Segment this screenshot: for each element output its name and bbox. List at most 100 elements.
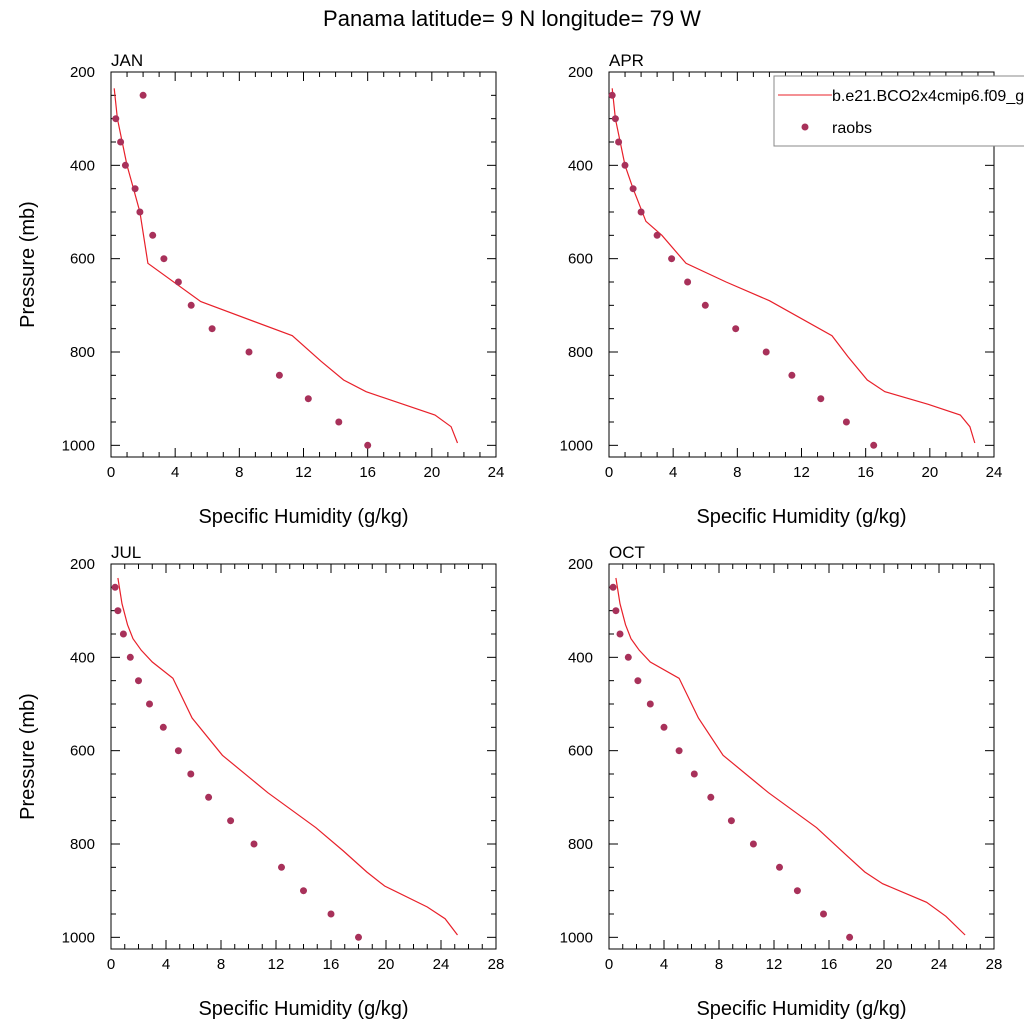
x-tick-label: 16 xyxy=(359,464,376,481)
raobs-point xyxy=(690,770,698,778)
raobs-point xyxy=(126,653,134,661)
raobs-point xyxy=(707,793,715,801)
x-tick-label: 20 xyxy=(921,464,938,481)
x-tick-label: 12 xyxy=(268,956,285,973)
raobs-point xyxy=(278,863,285,871)
x-tick-label: 12 xyxy=(793,464,810,481)
y-tick-label: 1000 xyxy=(62,437,95,454)
y-tick-label: 200 xyxy=(70,556,95,573)
raobs-point xyxy=(611,115,619,123)
panel-label-apr: APR xyxy=(609,51,644,70)
x-tick-label: 24 xyxy=(931,956,948,973)
legend-obs-label: raobs xyxy=(832,120,872,137)
raobs-point xyxy=(119,630,127,638)
y-tick-label: 800 xyxy=(568,836,593,853)
raobs-point xyxy=(117,138,125,146)
raobs-point xyxy=(616,630,624,638)
raobs-point xyxy=(187,301,195,309)
x-tick-label: 8 xyxy=(715,956,723,973)
raobs-point xyxy=(653,231,661,239)
raobs-point xyxy=(634,677,642,685)
y-tick-label: 800 xyxy=(70,836,95,853)
y-tick-label: 1000 xyxy=(62,929,95,946)
panel-label-jul: JUL xyxy=(111,543,141,562)
raobs-point xyxy=(870,441,878,449)
y-tick-label: 800 xyxy=(568,344,593,361)
x-axis-title: Specific Humidity (g/kg) xyxy=(696,506,906,528)
x-tick-label: 20 xyxy=(876,956,893,973)
legend-box xyxy=(773,75,1024,147)
raobs-point xyxy=(608,91,616,99)
x-tick-label: 16 xyxy=(821,956,838,973)
y-tick-label: 600 xyxy=(568,251,593,268)
y-tick-label: 200 xyxy=(568,64,593,81)
raobs-point xyxy=(668,255,676,263)
raobs-point xyxy=(364,441,372,449)
raobs-point xyxy=(776,863,783,871)
x-tick-label: 8 xyxy=(217,956,225,973)
raobs-point xyxy=(136,208,144,216)
y-tick-label: 400 xyxy=(70,649,95,666)
y-tick-label: 1000 xyxy=(560,929,593,946)
raobs-point xyxy=(621,161,629,169)
x-tick-label: 4 xyxy=(171,464,179,481)
x-tick-label: 12 xyxy=(295,464,312,481)
raobs-point xyxy=(637,208,645,216)
raobs-point xyxy=(227,817,235,825)
raobs-point xyxy=(205,793,213,801)
raobs-point xyxy=(131,185,139,193)
x-tick-label: 20 xyxy=(423,464,440,481)
legend-model-label: b.e21.BCO2x4cmip6.f09_g17.CMIP6-abrupt-4… xyxy=(832,88,1024,105)
raobs-point xyxy=(646,700,654,708)
model-profile-line xyxy=(615,577,966,936)
legend-obs-marker xyxy=(801,123,809,131)
raobs-point xyxy=(355,933,362,941)
model-profile-line xyxy=(611,88,976,444)
raobs-point xyxy=(275,371,283,379)
y-tick-label: 1000 xyxy=(560,437,593,454)
raobs-point xyxy=(609,583,617,591)
raobs-point xyxy=(612,607,620,615)
raobs-point xyxy=(727,817,735,825)
x-tick-label: 28 xyxy=(488,956,505,973)
raobs-point xyxy=(660,723,668,731)
x-axis-title: Specific Humidity (g/kg) xyxy=(696,998,906,1020)
y-tick-label: 800 xyxy=(70,344,95,361)
x-tick-label: 24 xyxy=(433,956,450,973)
raobs-point xyxy=(788,371,796,379)
raobs-point xyxy=(846,933,854,941)
raobs-point xyxy=(160,255,168,263)
x-tick-label: 0 xyxy=(107,956,115,973)
raobs-point xyxy=(114,607,122,615)
raobs-point xyxy=(250,840,258,848)
raobs-point xyxy=(701,301,709,309)
raobs-point xyxy=(327,910,335,918)
raobs-point xyxy=(684,278,692,286)
raobs-point xyxy=(187,770,195,778)
plot-frame xyxy=(608,563,995,950)
y-tick-label: 200 xyxy=(70,64,95,81)
panel-label-oct: OCT xyxy=(609,543,645,562)
y-tick-label: 400 xyxy=(70,157,95,174)
x-tick-label: 8 xyxy=(733,464,741,481)
x-tick-label: 24 xyxy=(488,464,505,481)
panel-label-jan: JAN xyxy=(111,51,143,70)
raobs-point xyxy=(121,161,129,169)
x-axis-title: Specific Humidity (g/kg) xyxy=(198,506,408,528)
x-tick-label: 28 xyxy=(986,956,1003,973)
raobs-point xyxy=(624,653,632,661)
raobs-point xyxy=(817,395,825,403)
raobs-point xyxy=(304,395,312,403)
y-tick-label: 400 xyxy=(568,649,593,666)
raobs-point xyxy=(842,418,850,426)
raobs-point xyxy=(245,348,253,356)
x-tick-label: 8 xyxy=(235,464,243,481)
model-profile-line xyxy=(117,577,458,936)
legend: b.e21.BCO2x4cmip6.f09_g17.CMIP6-abrupt-4… xyxy=(773,75,1024,147)
x-axis-title: Specific Humidity (g/kg) xyxy=(198,998,408,1020)
raobs-point xyxy=(675,747,683,755)
panels: JAN 0 4 8 12 16 20 24 200 400 600 800 1000 Specific H… xyxy=(17,51,1002,1020)
x-tick-label: 20 xyxy=(378,956,395,973)
model-profile-line xyxy=(113,88,459,444)
